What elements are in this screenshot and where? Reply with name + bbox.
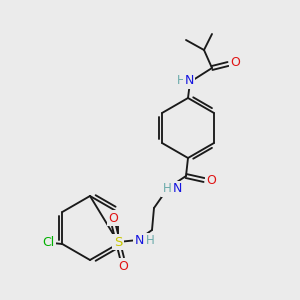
Text: O: O	[206, 173, 216, 187]
Text: H: H	[177, 74, 185, 88]
Text: N: N	[184, 74, 194, 88]
Text: H: H	[146, 235, 154, 248]
Text: Cl: Cl	[42, 236, 54, 248]
Text: S: S	[114, 236, 122, 248]
Text: O: O	[118, 260, 128, 272]
Text: N: N	[172, 182, 182, 196]
Text: O: O	[230, 56, 240, 70]
Text: N: N	[134, 235, 144, 248]
Text: O: O	[108, 212, 118, 224]
Text: H: H	[163, 182, 171, 196]
